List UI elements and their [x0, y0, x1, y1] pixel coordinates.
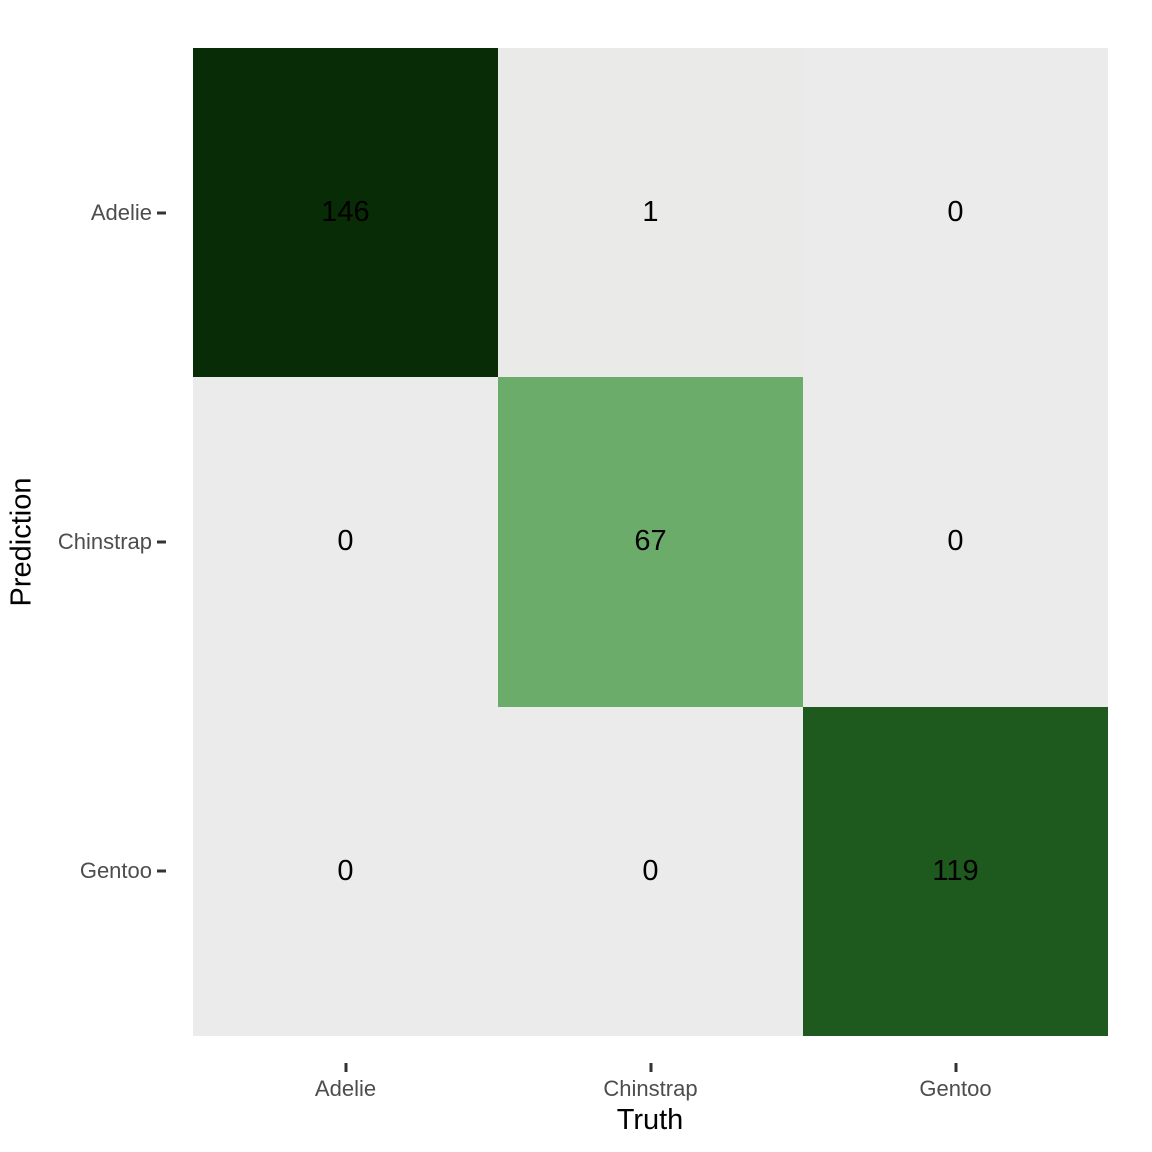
x-tick-label-gentoo: Gentoo: [919, 1076, 992, 1101]
x-axis-title: Truth: [616, 1104, 684, 1136]
x-tick-mark: [649, 1063, 652, 1072]
matrix-cell-pred-gentoo-truth-adelie: 0: [193, 706, 498, 1036]
cell-value: 0: [947, 196, 964, 229]
matrix-cell-pred-gentoo-truth-chinstrap: 0: [498, 706, 803, 1036]
matrix-cell-pred-adelie-truth-adelie: 146: [193, 48, 498, 378]
y-tick-mark: [157, 211, 166, 215]
y-tick-label-adelie: Adelie: [90, 199, 152, 225]
cell-value: 0: [947, 525, 964, 558]
y-tick-mark: [157, 540, 166, 544]
cell-value: 0: [337, 854, 354, 887]
cell-value: 0: [642, 854, 659, 887]
cell-value: 1: [642, 196, 659, 229]
matrix-cell-pred-chinstrap-truth-adelie: 0: [193, 377, 498, 707]
cell-value: 0: [337, 525, 354, 558]
matrix-cell-pred-chinstrap-truth-chinstrap: 67: [498, 377, 803, 707]
x-tick-label-adelie: Adelie: [314, 1076, 377, 1101]
matrix-cell-pred-chinstrap-truth-gentoo: 0: [803, 377, 1108, 707]
x-tick-label-chinstrap: Chinstrap: [603, 1076, 698, 1101]
y-tick-label-gentoo: Gentoo: [79, 858, 152, 884]
heatmap-tile-grid: 146 1 0 0 67 0 0 0 119: [193, 48, 1108, 1036]
matrix-cell-pred-adelie-truth-chinstrap: 1: [498, 48, 803, 378]
x-tick-mark: [344, 1063, 347, 1072]
cell-value: 67: [634, 525, 667, 558]
cell-value: 119: [932, 854, 979, 887]
cell-value: 146: [321, 196, 370, 229]
x-tick-mark: [954, 1063, 957, 1072]
matrix-cell-pred-adelie-truth-gentoo: 0: [803, 48, 1108, 378]
y-tick-label-chinstrap: Chinstrap: [57, 529, 152, 554]
y-tick-mark: [157, 869, 166, 873]
matrix-cell-pred-gentoo-truth-gentoo: 119: [803, 706, 1108, 1036]
